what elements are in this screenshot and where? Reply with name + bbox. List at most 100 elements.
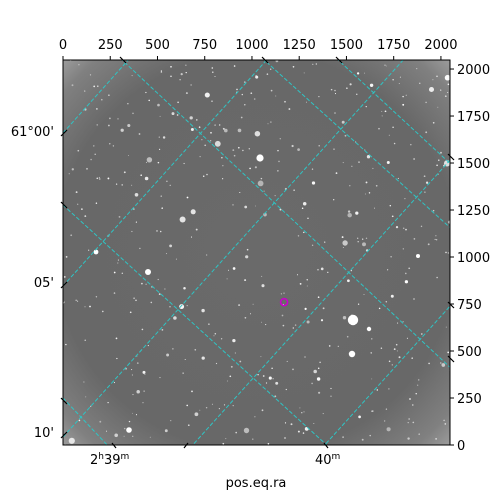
star xyxy=(320,319,324,322)
star xyxy=(149,436,151,438)
dec-tick-5 xyxy=(60,431,68,439)
star xyxy=(226,380,228,382)
star xyxy=(75,299,78,302)
star xyxy=(365,181,368,184)
star xyxy=(123,435,125,437)
star xyxy=(132,435,134,437)
star xyxy=(279,208,282,211)
dec-tick-right-1 xyxy=(447,153,455,161)
star xyxy=(227,269,230,271)
star xyxy=(260,356,262,358)
star xyxy=(435,438,437,440)
star xyxy=(330,387,332,390)
star xyxy=(158,293,161,295)
star xyxy=(440,89,442,91)
star xyxy=(144,373,146,375)
x-tick-label: 750 xyxy=(192,38,217,53)
star xyxy=(211,100,213,102)
star xyxy=(371,338,373,340)
star xyxy=(98,176,101,179)
star xyxy=(334,112,336,114)
star xyxy=(413,158,415,160)
star xyxy=(297,235,300,237)
star xyxy=(198,126,201,128)
star xyxy=(385,408,388,410)
star xyxy=(98,178,101,180)
star xyxy=(334,89,336,92)
star xyxy=(397,322,399,324)
star xyxy=(135,414,138,416)
star xyxy=(285,388,287,391)
star xyxy=(94,153,96,156)
grid-line xyxy=(192,159,450,445)
star xyxy=(218,408,220,410)
star xyxy=(261,321,262,323)
star xyxy=(444,95,447,98)
top-pixel-axis: 0 250 500 750 1000 1250 1500 1750 2000 xyxy=(59,38,457,60)
star xyxy=(416,68,418,70)
star xyxy=(371,378,373,380)
star xyxy=(420,225,423,228)
star xyxy=(415,393,417,395)
star xyxy=(170,75,172,78)
dec-label-3: 10' xyxy=(34,426,54,441)
star xyxy=(447,83,450,86)
star xyxy=(392,79,394,81)
star xyxy=(159,230,162,233)
star xyxy=(440,362,442,364)
star xyxy=(303,231,305,234)
star xyxy=(302,432,305,434)
star xyxy=(388,134,390,136)
star xyxy=(399,76,401,78)
star xyxy=(290,423,293,426)
star xyxy=(184,358,186,361)
star xyxy=(405,94,407,96)
star xyxy=(243,81,246,83)
star xyxy=(342,316,347,320)
star xyxy=(65,256,68,258)
bright-star xyxy=(145,269,151,275)
star xyxy=(296,274,299,276)
star xyxy=(205,406,208,409)
star xyxy=(405,272,407,275)
star xyxy=(175,258,177,260)
star xyxy=(187,424,190,427)
dec-tick-1 xyxy=(60,129,68,137)
star xyxy=(233,154,236,157)
star xyxy=(333,199,335,201)
star xyxy=(173,316,177,320)
star xyxy=(121,184,123,186)
star xyxy=(250,92,253,95)
star xyxy=(271,367,273,370)
star xyxy=(369,434,371,437)
world-axis-ticks xyxy=(60,56,455,449)
star xyxy=(232,204,234,206)
star xyxy=(261,275,263,277)
star xyxy=(351,165,353,167)
star xyxy=(427,243,430,246)
star xyxy=(201,139,203,141)
x-tick-label: 1000 xyxy=(235,38,268,53)
star xyxy=(420,333,423,335)
star xyxy=(356,93,358,96)
star xyxy=(319,361,321,364)
star xyxy=(330,88,333,91)
star xyxy=(97,85,99,87)
star xyxy=(385,301,388,303)
star xyxy=(370,352,372,354)
star xyxy=(384,64,386,66)
star xyxy=(159,115,161,117)
star xyxy=(445,251,447,254)
star xyxy=(245,255,249,259)
grid-line xyxy=(63,204,328,445)
star xyxy=(432,121,435,124)
star xyxy=(129,311,132,314)
star xyxy=(128,155,130,157)
star xyxy=(384,110,387,113)
x-tick-label: 500 xyxy=(145,38,170,53)
star xyxy=(88,249,90,251)
star xyxy=(143,390,145,392)
y-tick-label: 1250 xyxy=(457,204,490,219)
star xyxy=(115,337,118,340)
star xyxy=(365,106,367,108)
